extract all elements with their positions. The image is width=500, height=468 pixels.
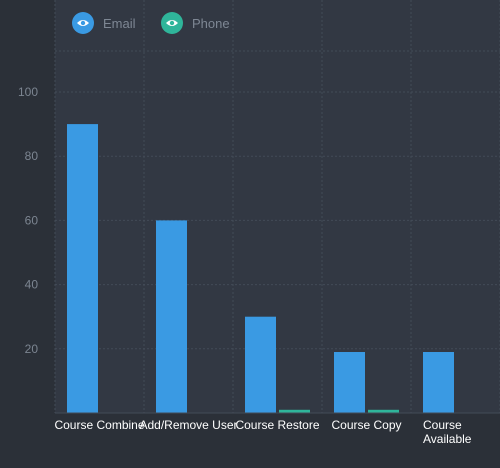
x-tick-label: Course Restore [235, 418, 319, 432]
y-tick-label: 40 [25, 278, 39, 292]
x-tick-label-line: Course Restore [235, 418, 319, 432]
legend-item-email[interactable]: Email [72, 12, 136, 34]
x-tick-label-line: Course Copy [331, 418, 401, 432]
eye-icon [166, 20, 178, 26]
bar-email-4[interactable] [423, 352, 454, 413]
y-axis: 20 40 60 80 100 [18, 85, 38, 356]
legend-label: Phone [192, 16, 230, 31]
bar-email-0[interactable] [67, 124, 98, 413]
bar-phone-3[interactable] [368, 409, 399, 413]
bar-email-1[interactable] [156, 220, 187, 413]
bar-email-2[interactable] [245, 316, 276, 413]
legend-item-phone[interactable]: Phone [161, 12, 230, 34]
bar-email-3[interactable] [334, 352, 365, 413]
y-tick-label: 60 [25, 213, 39, 227]
x-tick-label: Course Combine [54, 418, 144, 432]
x-tick-label-line: Course [423, 418, 462, 432]
legend-label: Email [103, 16, 136, 31]
y-tick-label: 20 [25, 342, 39, 356]
x-tick-label: Add/Remove User [139, 418, 237, 432]
y-tick-label: 80 [25, 149, 39, 163]
x-tick-label: Course Copy [331, 418, 401, 432]
x-tick-label-line: Available [423, 432, 472, 446]
grid-lines [54, 0, 500, 413]
x-tick-label: Course Available [423, 418, 472, 446]
x-tick-label-line: Course Combine [54, 418, 144, 432]
x-tick-label-line: Add/Remove User [139, 418, 237, 432]
bars [67, 124, 454, 413]
legend: Email Phone [72, 12, 230, 34]
bar-phone-2[interactable] [279, 409, 310, 413]
plot-area [55, 0, 500, 413]
eye-icon [77, 20, 89, 26]
y-tick-label: 100 [18, 85, 38, 99]
